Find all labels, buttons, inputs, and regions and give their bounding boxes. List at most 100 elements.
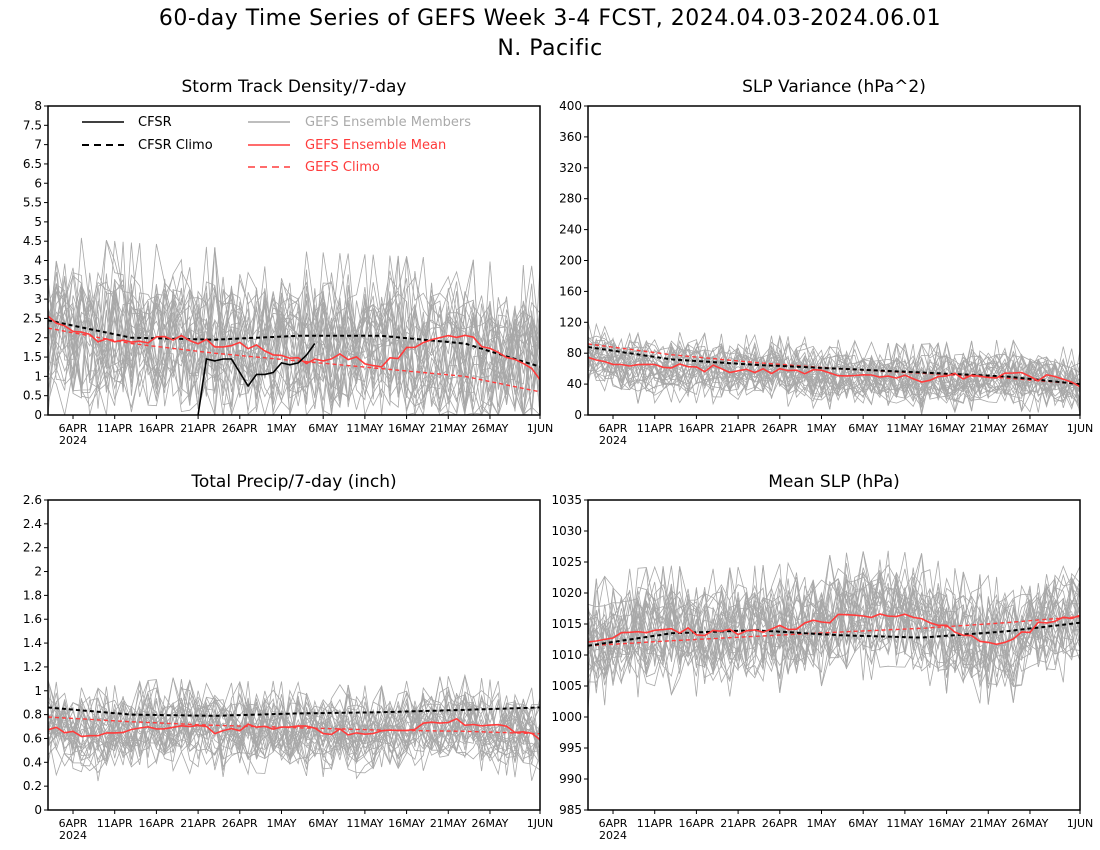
y-tick-label: 8 (34, 99, 42, 113)
y-tick-label: 120 (559, 315, 582, 329)
y-tick-label: 1010 (551, 648, 582, 662)
ensemble-member-line (588, 331, 1080, 391)
y-tick-label: 1.8 (23, 588, 42, 602)
x-year-label: 2024 (599, 434, 627, 447)
plot-area (588, 321, 1080, 415)
chart-panel-3: Total Precip/7-day (inch)00.20.40.60.811… (23, 472, 553, 842)
x-tick-label: 26MAY (1012, 422, 1049, 435)
ensemble-member-line (48, 689, 540, 772)
x-tick-label: 26APR (762, 422, 798, 435)
x-tick-label: 11APR (97, 422, 133, 435)
y-tick-label: 3.5 (23, 273, 42, 287)
legend-label-cfsr: CFSR (138, 115, 172, 130)
y-tick-label: 1.5 (23, 350, 42, 364)
y-tick-label: 985 (559, 803, 582, 817)
x-tick-label: 21APR (180, 422, 216, 435)
ensemble-member-line (48, 677, 540, 776)
x-tick-label: 1MAY (807, 422, 837, 435)
y-tick-label: 1025 (551, 555, 582, 569)
ensemble-member-line (48, 265, 540, 415)
y-tick-label: 1.2 (23, 660, 42, 674)
x-tick-label: 6APR (599, 422, 628, 435)
x-year-label: 2024 (59, 434, 87, 447)
chart-panel-4: Mean SLP (hPa) 985 990 995 1000 1005 1010 1015 1… (551, 472, 1093, 842)
y-tick-label: 0 (574, 408, 582, 422)
ensemble-mean-line (48, 315, 540, 381)
y-tick-label: 1 (34, 684, 42, 698)
y-tick-label: 1000 (551, 710, 582, 724)
chart-panel-2: SLP Variance (hPa^2) 0 40 80 120 160 200 240 280… (559, 77, 1093, 447)
y-tick-label: 1030 (551, 524, 582, 538)
ensemble-member-line (48, 240, 540, 415)
ensemble-member-line (588, 565, 1080, 687)
x-year-label: 2024 (599, 829, 627, 842)
x-tick-label: 11APR (637, 422, 673, 435)
y-tick-label: 1015 (551, 617, 582, 631)
x-tick-label: 26APR (222, 817, 258, 830)
y-tick-label: 6 (34, 176, 42, 190)
cfsr-climo-line (48, 706, 540, 717)
ensemble-mean-line (588, 356, 1080, 388)
ensemble-member-line (48, 241, 540, 415)
x-tick-label: 6MAY (308, 817, 338, 830)
y-tick-label: 3 (34, 292, 42, 306)
x-tick-label: 21APR (720, 422, 756, 435)
x-tick-label: 16MAY (928, 817, 965, 830)
x-tick-label: 21MAY (970, 817, 1007, 830)
x-tick-label: 11APR (97, 817, 133, 830)
y-tick-label: 990 (559, 772, 582, 786)
x-tick-label: 6APR (59, 422, 88, 435)
y-tick-label: 0.8 (23, 708, 42, 722)
y-tick-label: 2 (34, 331, 42, 345)
x-tick-label: 16APR (139, 817, 175, 830)
y-tick-label: 2.5 (23, 311, 42, 325)
y-tick-label: 1.6 (23, 612, 42, 626)
x-tick-label: 16MAY (928, 422, 965, 435)
y-tick-label: 2.4 (23, 517, 42, 531)
ensemble-member-line (48, 685, 540, 761)
x-tick-label: 1JUN (1067, 817, 1094, 830)
x-tick-label: 6MAY (308, 422, 338, 435)
ensemble-mean-line (588, 613, 1080, 646)
ensemble-member-line (48, 247, 540, 415)
chart-panel-1: Storm Track Density/7-day 0 0.5 1 1.5 2 2.5 3 3.… (23, 77, 553, 447)
x-tick-label: 1MAY (267, 422, 297, 435)
x-tick-label: 11APR (637, 817, 673, 830)
y-tick-label: 4.5 (23, 234, 42, 248)
x-tick-label: 26MAY (472, 422, 509, 435)
ensemble-member-line (48, 259, 540, 415)
y-tick-label: 1.4 (23, 636, 42, 650)
cfsr-climo-line (588, 346, 1080, 386)
y-tick-label: 7 (34, 138, 42, 152)
x-tick-label: 6MAY (848, 817, 878, 830)
ensemble-member-line (588, 340, 1080, 399)
y-tick-label: 2.6 (23, 493, 42, 507)
x-tick-label: 26APR (762, 817, 798, 830)
y-tick-label: 280 (559, 192, 582, 206)
y-tick-label: 80 (567, 346, 582, 360)
x-tick-label: 21MAY (970, 422, 1007, 435)
x-tick-label: 11MAY (346, 817, 383, 830)
chart-title: Storm Track Density/7-day (182, 77, 407, 97)
x-tick-label: 16APR (679, 817, 715, 830)
ensemble-member-line (588, 331, 1080, 409)
x-tick-label: 16MAY (388, 422, 425, 435)
legend-label-gefs-climo: GEFS Climo (305, 160, 380, 175)
x-tick-label: 26MAY (472, 817, 509, 830)
x-tick-label: 21APR (180, 817, 216, 830)
x-tick-label: 1MAY (267, 817, 297, 830)
y-tick-label: 0 (34, 803, 42, 817)
x-tick-label: 1JUN (527, 422, 554, 435)
y-tick-label: 0.5 (23, 389, 42, 403)
cfsr-line (197, 343, 316, 415)
figure-subtitle-region: N. Pacific (497, 36, 603, 61)
ensemble-member-line (588, 550, 1080, 684)
y-tick-label: 5 (34, 215, 42, 229)
legend-label-members: GEFS Ensemble Members (305, 115, 471, 130)
ensemble-member-line (48, 687, 540, 756)
plot-area (48, 237, 540, 415)
gefs-climo-line (588, 615, 1080, 647)
y-tick-label: 40 (567, 377, 582, 391)
y-tick-label: 160 (559, 284, 582, 298)
